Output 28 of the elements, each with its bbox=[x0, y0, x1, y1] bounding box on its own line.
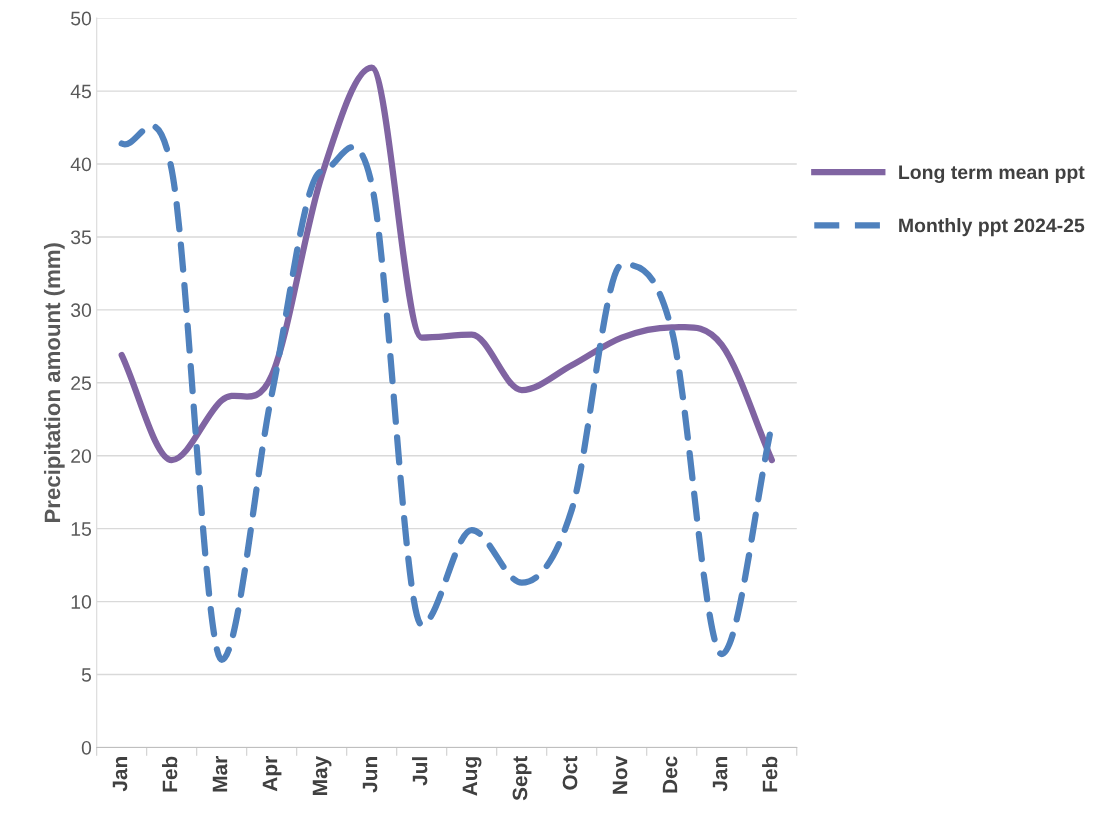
x-tick-label: Aug bbox=[462, 757, 482, 796]
x-tick-label: Jul bbox=[412, 757, 428, 786]
x-tick-label: Nov bbox=[612, 755, 628, 794]
y-tick-label: 20 bbox=[71, 449, 92, 463]
x-tick-label: Sept bbox=[512, 756, 532, 801]
x-tick-label: Dec bbox=[662, 756, 678, 793]
y-tick-label: 30 bbox=[70, 303, 92, 318]
y-tick-label: 45 bbox=[70, 84, 92, 99]
x-tick-label: Apr bbox=[262, 756, 282, 792]
y-tick-label: 40 bbox=[70, 157, 92, 172]
y-tick-label: 15 bbox=[71, 522, 92, 536]
legend-label: Long term mean ppt bbox=[899, 165, 1085, 184]
y-tick-label: 10 bbox=[71, 595, 92, 609]
y-axis-title: Precipitation amount (mm) bbox=[43, 243, 65, 523]
x-tick-label: Feb bbox=[762, 756, 778, 792]
y-tick-label: 25 bbox=[71, 376, 92, 391]
x-tick-label: Mar bbox=[212, 756, 228, 792]
y-tick-label: 0 bbox=[81, 740, 92, 755]
x-tick-label: May bbox=[312, 755, 332, 795]
y-tick-label: 50 bbox=[71, 11, 92, 26]
y-tick-label: 35 bbox=[70, 230, 92, 245]
legend-label: Monthly ppt 2024-25 bbox=[899, 218, 1085, 237]
y-tick-label: 5 bbox=[81, 668, 92, 682]
x-tick-label: Oct bbox=[562, 756, 578, 790]
x-tick-label: Jan bbox=[112, 757, 128, 792]
x-tick-label: Jan bbox=[712, 757, 728, 792]
x-tick-label: Jun bbox=[362, 757, 378, 793]
x-tick-label: Feb bbox=[162, 756, 178, 792]
